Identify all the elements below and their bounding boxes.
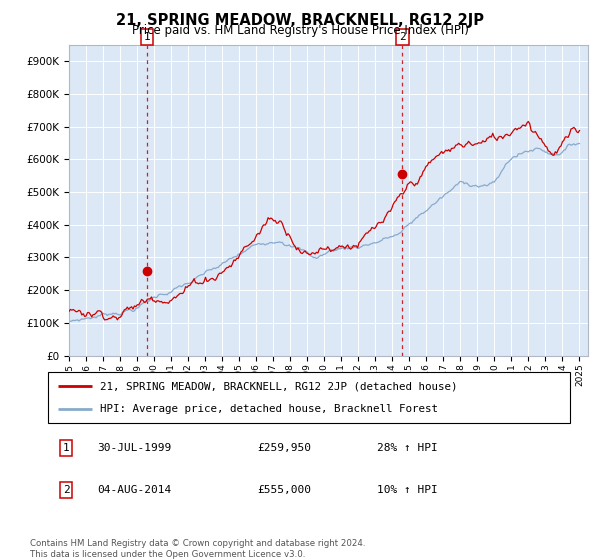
Text: 10% ↑ HPI: 10% ↑ HPI: [377, 485, 437, 495]
Text: 2: 2: [63, 485, 70, 495]
Text: Price paid vs. HM Land Registry's House Price Index (HPI): Price paid vs. HM Land Registry's House …: [131, 24, 469, 37]
Text: 2: 2: [399, 32, 406, 42]
FancyBboxPatch shape: [48, 372, 570, 423]
Text: £555,000: £555,000: [257, 485, 311, 495]
Text: 04-AUG-2014: 04-AUG-2014: [98, 485, 172, 495]
Text: Contains HM Land Registry data © Crown copyright and database right 2024.
This d: Contains HM Land Registry data © Crown c…: [30, 539, 365, 559]
Text: 1: 1: [143, 32, 151, 42]
Text: HPI: Average price, detached house, Bracknell Forest: HPI: Average price, detached house, Brac…: [100, 404, 438, 414]
Text: 30-JUL-1999: 30-JUL-1999: [98, 443, 172, 453]
Text: 1: 1: [63, 443, 70, 453]
Text: £259,950: £259,950: [257, 443, 311, 453]
Text: 21, SPRING MEADOW, BRACKNELL, RG12 2JP (detached house): 21, SPRING MEADOW, BRACKNELL, RG12 2JP (…: [100, 381, 458, 391]
Text: 21, SPRING MEADOW, BRACKNELL, RG12 2JP: 21, SPRING MEADOW, BRACKNELL, RG12 2JP: [116, 13, 484, 28]
Text: 28% ↑ HPI: 28% ↑ HPI: [377, 443, 437, 453]
